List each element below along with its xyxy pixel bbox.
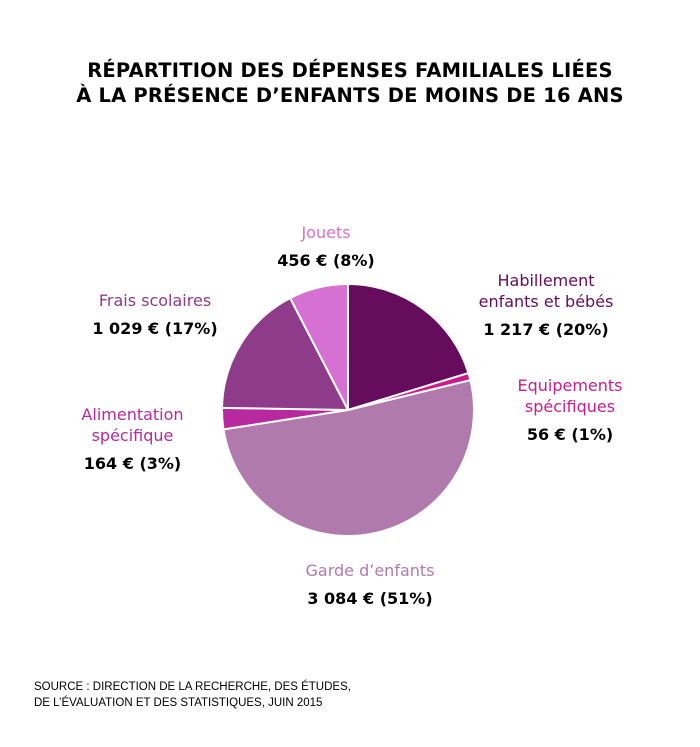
label-habillement-name-2: enfants et bébés <box>478 292 614 311</box>
label-frais-scolaires: Frais scolaires 1 029 € (17%) <box>40 290 270 339</box>
label-frais-name: Frais scolaires <box>98 291 212 310</box>
label-equipements-name-1: Equipements <box>517 376 623 395</box>
source-line-2: DE L’ÉVALUATION ET DES STATISTIQUES, JUI… <box>34 697 323 709</box>
source-note: SOURCE : DIRECTION DE LA RECHERCHE, DES … <box>34 679 351 711</box>
label-garde-value: 3 084 € (51%) <box>307 589 433 608</box>
label-frais-value: 1 029 € (17%) <box>92 319 218 338</box>
label-garde: Garde d’enfants 3 084 € (51%) <box>0 560 700 609</box>
label-alimentation: Alimentation spécifique 164 € (3%) <box>45 404 220 474</box>
pie-slice-habillement <box>347 283 470 411</box>
label-alimentation-name-1: Alimentation <box>81 405 184 424</box>
label-jouets-value: 456 € (8%) <box>277 251 375 270</box>
label-equipements: Equipements spécifiques 56 € (1%) <box>470 375 670 445</box>
label-garde-name: Garde d’enfants <box>305 561 435 580</box>
label-equipements-name-2: spécifiques <box>524 397 616 416</box>
chart-title-line-2: À LA PRÉSENCE D’ENFANTS DE MOINS DE 16 A… <box>76 84 624 107</box>
label-equipements-value: 56 € (1%) <box>526 425 614 444</box>
label-habillement-value: 1 217 € (20%) <box>483 320 609 339</box>
pie-slice-jouets <box>289 283 349 411</box>
label-alimentation-value: 164 € (3%) <box>83 454 182 473</box>
chart-title-line-1: RÉPARTITION DES DÉPENSES FAMILIALES LIÉE… <box>87 59 613 82</box>
label-alimentation-name-2: spécifique <box>91 426 174 445</box>
chart-title: RÉPARTITION DES DÉPENSES FAMILIALES LIÉE… <box>0 58 700 108</box>
label-habillement-name-1: Habillement <box>497 271 595 290</box>
label-jouets-name: Jouets <box>301 223 351 242</box>
pie-slice-garde <box>222 379 475 537</box>
label-habillement: Habillement enfants et bébés 1 217 € (20… <box>440 270 652 340</box>
label-jouets: Jouets 456 € (8%) <box>0 222 652 271</box>
pie-slice-frais <box>221 297 349 411</box>
source-line-1: SOURCE : DIRECTION DE LA RECHERCHE, DES … <box>34 681 351 693</box>
